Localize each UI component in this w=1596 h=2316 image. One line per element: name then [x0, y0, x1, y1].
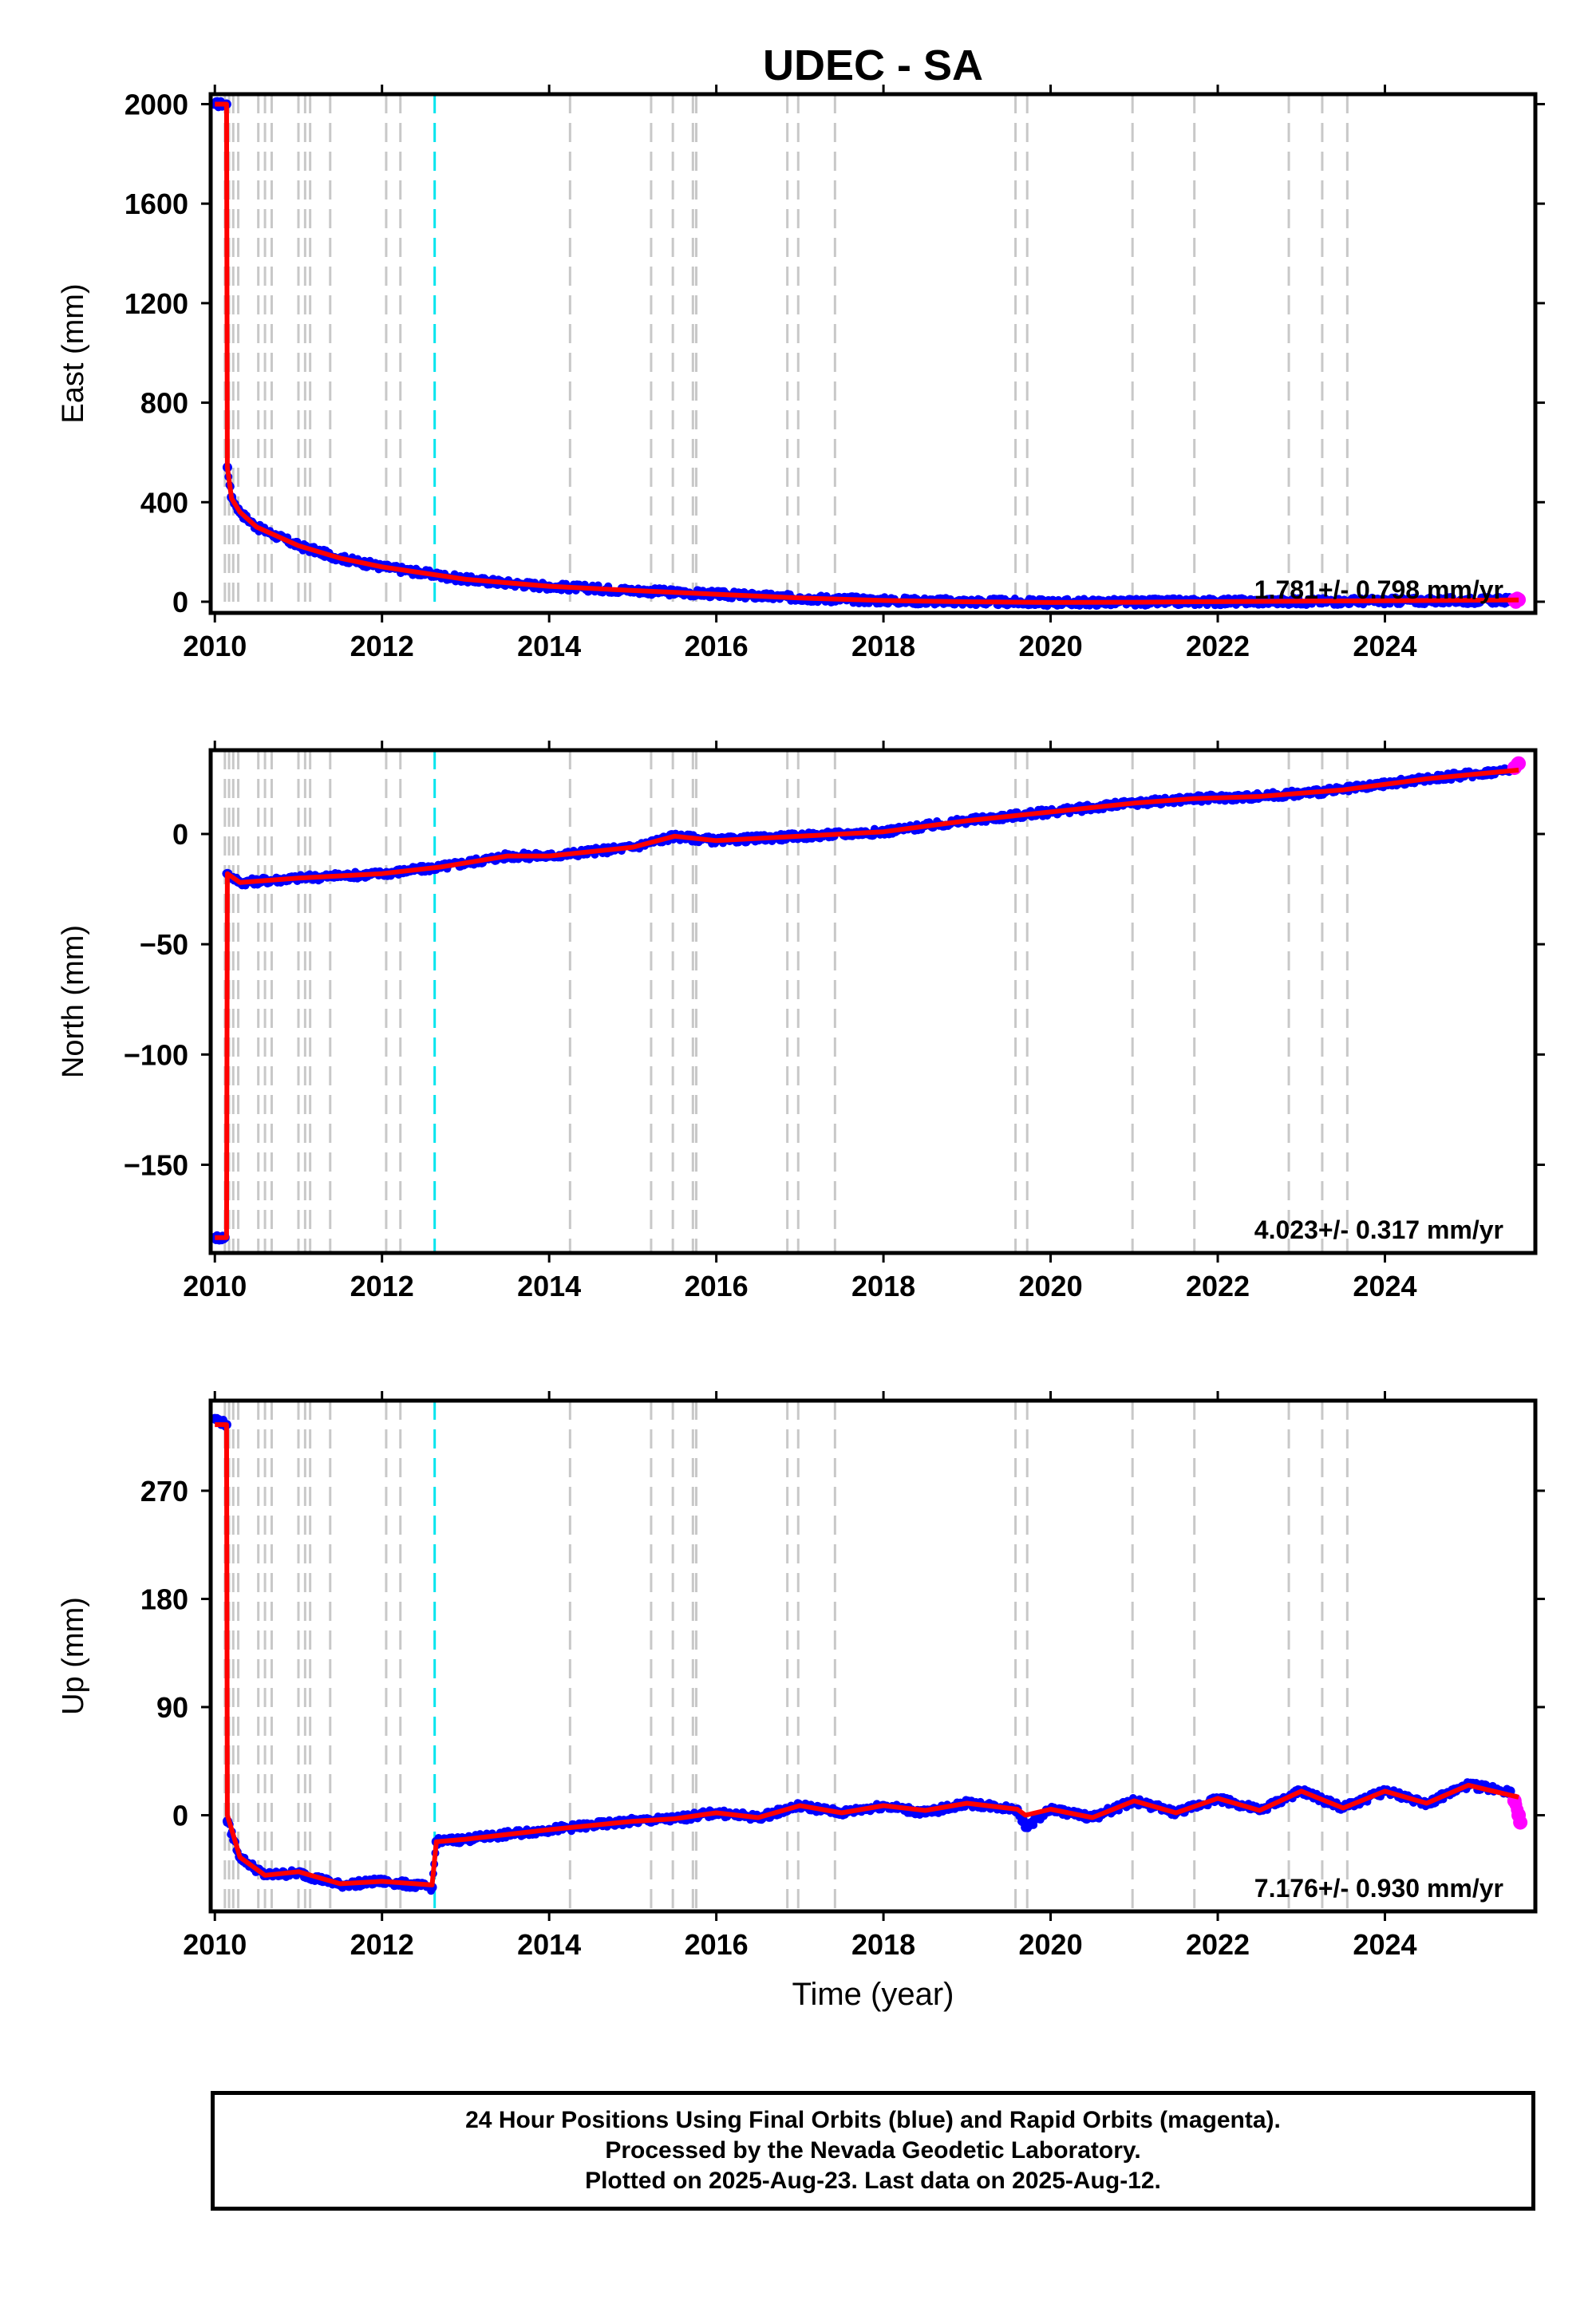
- footer-line-3: Plotted on 2025-Aug-23. Last data on 202…: [585, 2168, 1161, 2194]
- model-fit-line: [215, 1422, 1519, 1887]
- footer-box: 24 Hour Positions Using Final Orbits (bl…: [211, 2091, 1535, 2211]
- x-tick-label: 2022: [1186, 1270, 1250, 1302]
- y-axis-label: Up (mm): [57, 1597, 90, 1715]
- x-tick-label: 2018: [851, 630, 915, 662]
- y-tick-label: 90: [156, 1691, 188, 1724]
- y-tick-label: −150: [124, 1148, 188, 1181]
- x-tick-label: 2010: [183, 1270, 247, 1302]
- x-tick-label: 2012: [350, 630, 414, 662]
- rapid-orbit-point: [1511, 756, 1527, 771]
- x-tick-label: 2020: [1019, 630, 1083, 662]
- x-tick-label: 2016: [685, 1928, 749, 1961]
- x-tick-label: 2018: [851, 1928, 915, 1961]
- y-tick-label: 270: [140, 1475, 188, 1508]
- figure-title: UDEC - SA: [763, 41, 983, 89]
- x-tick-label: 2010: [183, 1928, 247, 1961]
- plot-frame: [208, 92, 1538, 615]
- east-panel: 2010 2012 2014 2016 2018 2020 2022 2024 0 400 800 1…: [57, 85, 1545, 662]
- plot-frame: [208, 1398, 1538, 1914]
- x-axis-label: Time (year): [792, 1977, 954, 2012]
- y-axis-label: East (mm): [57, 283, 90, 423]
- y-tick-label: 1600: [124, 188, 188, 220]
- x-tick-label: 2022: [1186, 1928, 1250, 1961]
- x-tick-label: 2018: [851, 1270, 915, 1302]
- y-tick-label: 180: [140, 1583, 188, 1615]
- x-tick-label: 2014: [517, 1928, 581, 1961]
- x-tick-label: 2014: [517, 1270, 581, 1302]
- y-tick-label: −100: [124, 1038, 188, 1071]
- x-tick-label: 2020: [1019, 1270, 1083, 1302]
- plot-area: [211, 750, 1527, 1253]
- x-tick-label: 2012: [350, 1270, 414, 1302]
- up-panel: 2010 2012 2014 2016 2018 2020 2022 2024 0 90 180 27…: [57, 1391, 1545, 1961]
- footer-line-2: Processed by the Nevada Geodetic Laborat…: [605, 2137, 1141, 2164]
- plot-area: [211, 1401, 1528, 1911]
- x-tick-label: 2014: [517, 630, 581, 662]
- x-tick-label: 2016: [685, 630, 749, 662]
- north-panel: 2010 2012 2014 2016 2018 2020 2022 2024 0 −50 −100…: [57, 741, 1545, 1302]
- footer-line-1: 24 Hour Positions Using Final Orbits (bl…: [465, 2107, 1281, 2133]
- velocity-rate-label: 1.781+/- 0.798 mm/yr: [1254, 575, 1503, 604]
- x-tick-label: 2020: [1019, 1928, 1083, 1961]
- y-tick-label: 400: [140, 486, 188, 519]
- velocity-rate-label: 7.176+/- 0.930 mm/yr: [1254, 1874, 1503, 1903]
- x-tick-label: 2012: [350, 1928, 414, 1961]
- y-tick-label: 800: [140, 387, 188, 420]
- y-tick-label: −50: [140, 928, 188, 961]
- model-fit-line: [215, 767, 1519, 1240]
- y-tick-label: 0: [172, 1800, 188, 1832]
- x-tick-label: 2016: [685, 1270, 749, 1302]
- model-fit-line: [215, 101, 1519, 605]
- y-tick-label: 0: [172, 818, 188, 851]
- x-tick-label: 2024: [1353, 1270, 1416, 1302]
- rapid-orbit-point: [1513, 1815, 1528, 1830]
- plot-frame: [208, 748, 1538, 1255]
- plot-area: [211, 94, 1527, 613]
- x-tick-label: 2024: [1353, 630, 1416, 662]
- final-orbit-point: [1029, 1820, 1038, 1829]
- y-tick-label: 0: [172, 586, 188, 619]
- x-tick-label: 2010: [183, 630, 247, 662]
- y-tick-label: 1200: [124, 287, 188, 320]
- y-axis-label: North (mm): [57, 925, 90, 1078]
- velocity-rate-label: 4.023+/- 0.317 mm/yr: [1254, 1215, 1503, 1244]
- x-tick-label: 2024: [1353, 1928, 1416, 1961]
- y-tick-label: 2000: [124, 88, 188, 121]
- x-tick-label: 2022: [1186, 630, 1250, 662]
